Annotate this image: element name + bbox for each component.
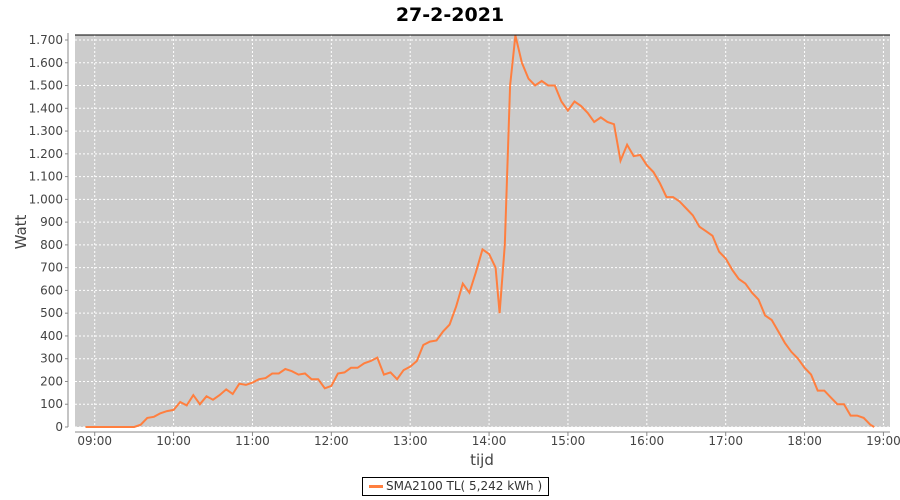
x-tick-label: 13:00 (393, 434, 428, 448)
legend-swatch (369, 484, 383, 488)
y-tick-label: 100 (40, 397, 63, 411)
y-tick-label: 400 (40, 329, 63, 343)
y-tick-label: 200 (40, 374, 63, 388)
plot-area (75, 35, 890, 427)
y-tick-label: 1.300 (29, 124, 63, 138)
y-tick-label: 1.500 (29, 79, 63, 93)
x-tick-label: 18:00 (787, 434, 822, 448)
x-tick-label: 09:00 (77, 434, 112, 448)
x-tick-label: 17:00 (708, 434, 743, 448)
y-tick-label: 1.100 (29, 170, 63, 184)
chart-title: 27-2-2021 (396, 4, 504, 26)
x-tick-label: 15:00 (551, 434, 586, 448)
x-tick-label: 10:00 (156, 434, 191, 448)
y-tick-label: 1.700 (29, 33, 63, 47)
x-tick-label: 11:00 (235, 434, 270, 448)
series-line-sma2100 (85, 35, 875, 428)
legend-label: SMA2100 TL( 5,242 kWh ) (386, 479, 543, 493)
y-tick-label: 1.400 (29, 101, 63, 115)
legend: SMA2100 TL( 5,242 kWh ) (362, 477, 550, 496)
x-axis-label: tijd (470, 451, 494, 469)
x-tick-label: 12:00 (314, 434, 349, 448)
y-tick-label: 500 (40, 306, 63, 320)
y-tick-label: 800 (40, 238, 63, 252)
y-tick-label: 0 (55, 420, 63, 434)
y-axis-label: Watt (12, 214, 30, 249)
y-tick-label: 300 (40, 352, 63, 366)
y-tick-label: 600 (40, 283, 63, 297)
y-tick-label: 700 (40, 261, 63, 275)
y-tick-label: 1.000 (29, 192, 63, 206)
y-tick-label: 900 (40, 215, 63, 229)
x-tick-label: 19:00 (866, 434, 900, 448)
x-tick-label: 14:00 (472, 434, 507, 448)
y-tick-label: 1.200 (29, 147, 63, 161)
x-tick-label: 16:00 (630, 434, 665, 448)
y-tick-label: 1.600 (29, 56, 63, 70)
